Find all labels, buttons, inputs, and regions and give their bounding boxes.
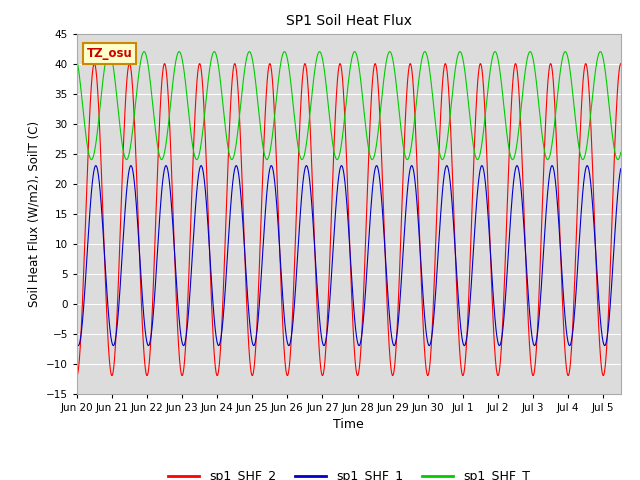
Title: SP1 Soil Heat Flux: SP1 Soil Heat Flux [286, 14, 412, 28]
Y-axis label: Soil Heat Flux (W/m2), SoilT (C): Soil Heat Flux (W/m2), SoilT (C) [28, 120, 40, 307]
Text: TZ_osu: TZ_osu [86, 47, 132, 60]
X-axis label: Time: Time [333, 418, 364, 431]
Legend: sp1_SHF_2, sp1_SHF_1, sp1_SHF_T: sp1_SHF_2, sp1_SHF_1, sp1_SHF_T [163, 465, 535, 480]
